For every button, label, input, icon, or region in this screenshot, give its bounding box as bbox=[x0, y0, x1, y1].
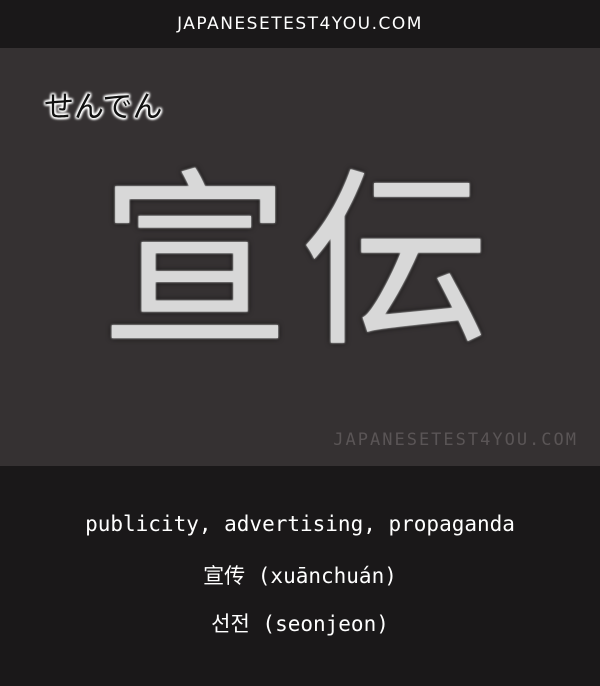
flashcard: せんでん 宣伝 JAPANESETEST4YOU.COM bbox=[0, 48, 600, 466]
korean-equivalent: 선전 (seonjeon) bbox=[211, 612, 389, 636]
english-meaning: publicity, advertising, propaganda bbox=[85, 512, 515, 536]
hiragana-reading: せんでん bbox=[44, 90, 163, 125]
site-name: JAPANESETEST4YOU.COM bbox=[177, 14, 423, 34]
chinese-equivalent: 宣传 (xuānchuán) bbox=[203, 564, 397, 588]
kanji-word: 宣伝 bbox=[99, 152, 500, 373]
meanings-panel: publicity, advertising, propaganda 宣传 (x… bbox=[0, 466, 600, 686]
watermark: JAPANESETEST4YOU.COM bbox=[333, 430, 578, 450]
site-header: JAPANESETEST4YOU.COM bbox=[0, 0, 600, 48]
